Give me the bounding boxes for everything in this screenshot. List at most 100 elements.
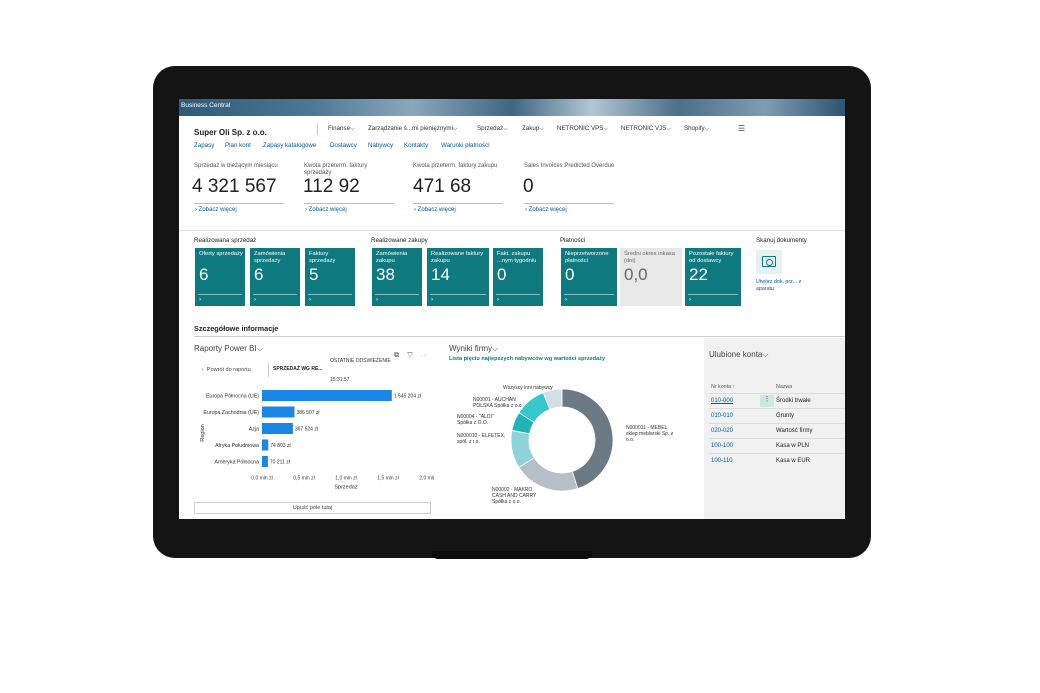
- account-code-link[interactable]: 020-020: [711, 428, 734, 434]
- nav-separator: [317, 123, 318, 135]
- tile-label: Pozostałe faktury od dostawcy: [689, 251, 734, 264]
- powerbi-title-label: Raporty Power BI: [194, 344, 257, 353]
- chevron-right-icon: ›: [525, 207, 527, 213]
- company-name[interactable]: Super Oli Sp. z o.o.: [194, 128, 267, 137]
- app-banner: Business Central: [179, 99, 845, 116]
- chevron-right-icon: ›: [195, 207, 197, 213]
- camera-icon: [762, 256, 776, 267]
- toolbar-separator: [268, 363, 269, 377]
- company-results-title[interactable]: Wyniki firmy⌵: [449, 344, 498, 354]
- chevron-right-icon: ›: [376, 297, 378, 303]
- kpi-value[interactable]: 471 68: [413, 176, 472, 197]
- kpi-value[interactable]: 4 321 567: [192, 176, 277, 197]
- back-to-report-button[interactable]: ‹ Powrót do raportu: [202, 367, 251, 373]
- tile-vendor-invoices[interactable]: Pozostałe faktury od dostawcy 22 ›: [685, 248, 741, 306]
- favorite-accounts-title[interactable]: Ulubione konta⌵: [709, 350, 768, 360]
- tile-purchase-orders[interactable]: Zamówienia zakupu 38 ›: [372, 248, 422, 306]
- nav-link-plan-kont[interactable]: Plan kont: [225, 142, 251, 149]
- tile-divider: [430, 294, 486, 295]
- x-tick-label: 0,5 mln zł: [293, 476, 315, 482]
- tile-divider: [375, 294, 419, 295]
- nav-menu-purchase[interactable]: Zakup⌵: [522, 125, 544, 133]
- tile-unprocessed-payments[interactable]: Nieprzetworzone płatności 0 ›: [561, 248, 617, 306]
- table-row-divider: [709, 423, 845, 424]
- data-label: 386 507 zł: [296, 410, 320, 416]
- tile-value: 0: [565, 265, 575, 284]
- tile-label: Nieprzetworzone płatności: [565, 251, 609, 264]
- tile-label: Zamówienia sprzedaży: [254, 251, 286, 264]
- top-customers-subtitle: Lista pięciu najlepszych nabywców wg war…: [449, 356, 606, 362]
- nav-menu-label: Finanse: [328, 125, 351, 132]
- account-code-link[interactable]: 100-110: [711, 458, 733, 464]
- nav-menu-label: Zarządzanie ś...mi pieniężnymi: [368, 125, 453, 132]
- report-toolbar-icons[interactable]: ⧉ ▽ ⋯: [394, 352, 431, 359]
- nav-link-zapasy-katalogowe[interactable]: Zapasy katalogowe: [263, 142, 317, 149]
- powerbi-title[interactable]: Raporty Power BI⌵: [194, 344, 263, 354]
- refresh-time: 15:31:57: [330, 377, 350, 383]
- scan-caption[interactable]: Utwórz dok. prz... z aparatu: [756, 279, 802, 292]
- chevron-down-icon: ⌵: [762, 350, 769, 359]
- nav-menu-shopify[interactable]: Shopify⌵: [684, 125, 709, 133]
- see-more-link[interactable]: › Zobacz więcej: [414, 207, 456, 213]
- nav-menu-vps[interactable]: NETRONIC VPS⌵: [557, 125, 608, 133]
- category-label: Afryka Południowa: [215, 443, 259, 449]
- bar: [262, 423, 293, 434]
- slice-label: N000011 - MEBEL sklep meblarski Sp. z o.o.: [626, 425, 674, 443]
- report-tab[interactable]: SPRZEDAŻ WG RE...: [273, 366, 323, 372]
- chevron-down-icon: ⌵: [256, 344, 263, 353]
- kpi-label: Kwota przeterm. faktury zakupu: [413, 163, 498, 169]
- nav-menu-sales[interactable]: Sprzedaż⌵: [477, 125, 508, 133]
- kpi-label: Sprzedaż w bieżącym miesiącu: [194, 163, 278, 169]
- tile-label: Zamówienia zakupu: [376, 251, 408, 264]
- account-code-link[interactable]: 010-010: [711, 413, 734, 419]
- nav-menu-vjs[interactable]: NETRONIC VJS⌵: [621, 125, 671, 133]
- menu-icon[interactable]: ☰: [738, 124, 746, 133]
- tile-value: 38: [376, 265, 395, 284]
- group-title-payments: Płatności: [560, 237, 586, 244]
- nav-link-warunki[interactable]: Warunki płatności: [441, 142, 490, 149]
- tile-sales-orders[interactable]: Zamówienia sprzedaży 6 ›: [250, 248, 300, 306]
- top-customers-donut: N000011 - MEBEL sklep meblarski Sp. z o.o.…: [457, 385, 674, 505]
- account-code-link[interactable]: 010-000: [711, 398, 734, 404]
- account-code-link[interactable]: 100-100: [711, 443, 734, 449]
- nav-link-kontakty[interactable]: Kontakty: [404, 142, 429, 149]
- chevron-down-icon: ⌵: [452, 125, 458, 132]
- tile-value: 14: [431, 265, 450, 284]
- nav-menu-label: Zakup: [522, 125, 540, 132]
- tile-purchase-invoices[interactable]: Realizowane faktury zakupu 14 ›: [427, 248, 489, 306]
- tile-purchase-week[interactable]: Fakt. zakupu ...nym tygodniu 0 ›: [493, 248, 543, 306]
- chevron-right-icon: ›: [497, 297, 499, 303]
- see-more-link[interactable]: › Zobacz więcej: [305, 207, 347, 213]
- column-header-name[interactable]: Nazwa: [776, 384, 793, 390]
- app-title: Business Central: [181, 102, 231, 109]
- tile-label: Fakt. zakupu ...nym tygodniu: [497, 251, 537, 264]
- nav-menu-finanse[interactable]: Finanse⌵: [328, 125, 355, 133]
- slice-label: N000010 - ELFETEX, spół. z r.o.: [457, 433, 505, 445]
- see-more-label: Zobacz więcej: [417, 207, 456, 213]
- row-actions-icon[interactable]: ⋮: [760, 395, 774, 407]
- tile-sales-invoices[interactable]: Faktury sprzedaży 5 ›: [305, 248, 355, 306]
- see-more-label: Zobacz więcej: [528, 207, 567, 213]
- tile-label: Średni okres inkasa (dni): [624, 251, 675, 264]
- tile-avg-collection[interactable]: Średni okres inkasa (dni) 0,0: [620, 248, 682, 306]
- kpi-value[interactable]: 112 92: [303, 176, 360, 197]
- sales-by-region-chart: Europa Północna (UE) 1 545 204 zł Europa Z…: [200, 390, 434, 491]
- account-name: Kasa w EUR: [776, 458, 811, 464]
- drop-field-zone[interactable]: Upuść pole tutaj: [194, 502, 431, 514]
- section-divider: [179, 230, 845, 231]
- tile-sales-quotes[interactable]: Oferty sprzedaży 6 ›: [195, 248, 245, 306]
- column-header-account-no[interactable]: Nr konta ↑: [711, 384, 736, 390]
- section-divider: [194, 336, 845, 337]
- kpi-value[interactable]: 0: [523, 176, 534, 197]
- see-more-link[interactable]: › Zobacz więcej: [195, 207, 237, 213]
- see-more-link[interactable]: › Zobacz więcej: [525, 207, 567, 213]
- nav-link-nabywcy[interactable]: Nabywcy: [368, 142, 394, 149]
- nav-link-zapasy[interactable]: Zapasy: [194, 142, 215, 149]
- kpi-label: Kwota przeterm. faktury sprzedaży: [304, 163, 368, 176]
- chevron-right-icon: ›: [309, 297, 311, 303]
- chevron-down-icon: ⌵: [350, 125, 355, 132]
- chevron-right-icon: ›: [414, 207, 416, 213]
- nav-menu-cash[interactable]: Zarządzanie ś...mi pieniężnymi⌵: [368, 125, 458, 133]
- nav-link-dostawcy[interactable]: Dostawcy: [330, 142, 357, 149]
- scan-document-tile[interactable]: [756, 250, 782, 274]
